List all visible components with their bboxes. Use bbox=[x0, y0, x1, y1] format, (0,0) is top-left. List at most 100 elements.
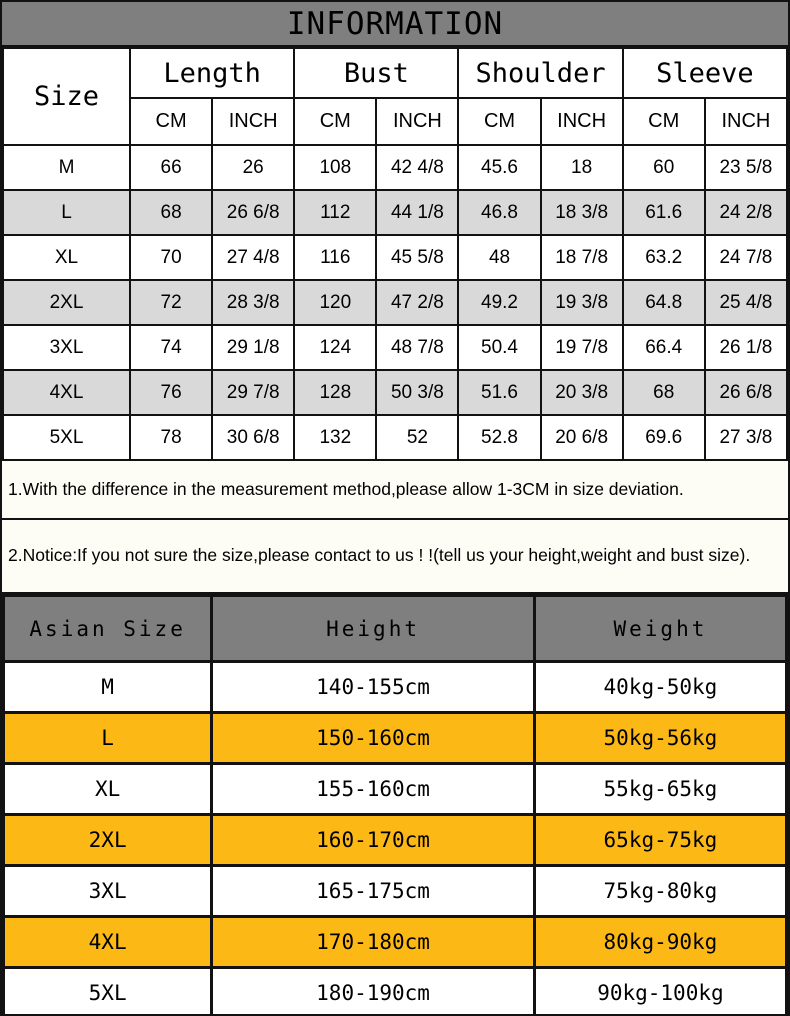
sleeve-column-header: Sleeve bbox=[621, 47, 788, 99]
shoulder-column-header: Shoulder bbox=[457, 47, 624, 99]
measurement-cell: 45 5/8 bbox=[375, 234, 460, 281]
measurement-cell: 20 6/8 bbox=[539, 414, 624, 461]
measurement-cell: 42 4/8 bbox=[375, 144, 460, 191]
measurement-cell: 63.2 bbox=[621, 234, 706, 281]
table-row: L 68 26 6/8 112 44 1/8 46.8 18 3/8 61.6 … bbox=[2, 189, 788, 236]
height-cell: 170-180cm bbox=[210, 915, 536, 969]
page-title: INFORMATION bbox=[286, 5, 504, 42]
measurement-group-header-row: Size Length Bust Shoulder Sleeve bbox=[2, 47, 788, 146]
measurement-cell: 64.8 bbox=[621, 279, 706, 326]
unit-header: INCH bbox=[703, 97, 788, 146]
measurement-cell: 51.6 bbox=[457, 369, 542, 416]
unit-header: CM bbox=[129, 97, 214, 146]
size-label-cell: XL bbox=[2, 234, 132, 281]
size-label-cell: 4XL bbox=[2, 915, 214, 969]
height-cell: 155-160cm bbox=[210, 762, 536, 816]
size-label-cell: L bbox=[2, 711, 214, 765]
measurement-cell: 28 3/8 bbox=[211, 279, 296, 326]
weight-cell: 55kg-65kg bbox=[532, 762, 788, 816]
measurement-cell: 128 bbox=[293, 369, 378, 416]
size-label-cell: 4XL bbox=[2, 369, 132, 416]
weight-column-header: Weight bbox=[532, 594, 788, 663]
measurement-cell: 76 bbox=[129, 369, 214, 416]
size-label-cell: 3XL bbox=[2, 864, 214, 918]
measurement-cell: 132 bbox=[293, 414, 378, 461]
measurement-cell: 52 bbox=[375, 414, 460, 461]
size-label-cell: M bbox=[2, 144, 132, 191]
table-row: L 150-160cm 50kg-56kg bbox=[2, 711, 788, 765]
measurement-cell: 29 1/8 bbox=[211, 324, 296, 371]
measurement-cell: 108 bbox=[293, 144, 378, 191]
height-cell: 160-170cm bbox=[210, 813, 536, 867]
measurement-cell: 45.6 bbox=[457, 144, 542, 191]
size-label-cell: XL bbox=[2, 762, 214, 816]
bust-column-header: Bust bbox=[293, 47, 460, 99]
table-row: 5XL 180-190cm 90kg-100kg bbox=[2, 966, 788, 1014]
size-label-cell: L bbox=[2, 189, 132, 236]
length-column-header: Length bbox=[129, 47, 296, 99]
size-label-cell: 5XL bbox=[2, 966, 214, 1014]
note-text: 2.Notice:If you not sure the size,please… bbox=[8, 545, 751, 566]
table-row: 5XL 78 30 6/8 132 52 52.8 20 6/8 69.6 27… bbox=[2, 414, 788, 461]
measurement-cell: 19 3/8 bbox=[539, 279, 624, 326]
note-text: 1.With the difference in the measurement… bbox=[8, 478, 684, 499]
height-weight-table: Asian Size Height Weight M 140-155cm 40k… bbox=[2, 594, 788, 1014]
weight-cell: 75kg-80kg bbox=[532, 864, 788, 918]
table-row: M 140-155cm 40kg-50kg bbox=[2, 660, 788, 714]
measurement-cell: 48 7/8 bbox=[375, 324, 460, 371]
measurement-cell: 46.8 bbox=[457, 189, 542, 236]
measurement-cell: 19 7/8 bbox=[539, 324, 624, 371]
measurement-cell: 18 bbox=[539, 144, 624, 191]
weight-cell: 80kg-90kg bbox=[532, 915, 788, 969]
measurement-cell: 72 bbox=[129, 279, 214, 326]
measurement-cell: 44 1/8 bbox=[375, 189, 460, 236]
measurement-cell: 69.6 bbox=[621, 414, 706, 461]
unit-header: INCH bbox=[375, 97, 460, 146]
measurement-cell: 49.2 bbox=[457, 279, 542, 326]
measurement-cell: 30 6/8 bbox=[211, 414, 296, 461]
unit-header: CM bbox=[293, 97, 378, 146]
measurement-cell: 23 5/8 bbox=[703, 144, 788, 191]
measurement-cell: 60 bbox=[621, 144, 706, 191]
measurement-cell: 50 3/8 bbox=[375, 369, 460, 416]
measurement-cell: 120 bbox=[293, 279, 378, 326]
measurement-cell: 25 4/8 bbox=[703, 279, 788, 326]
table-row: 3XL 165-175cm 75kg-80kg bbox=[2, 864, 788, 918]
height-cell: 180-190cm bbox=[210, 966, 536, 1014]
weight-cell: 50kg-56kg bbox=[532, 711, 788, 765]
measurement-cell: 66 bbox=[129, 144, 214, 191]
measurement-cell: 26 6/8 bbox=[703, 369, 788, 416]
measurement-cell: 68 bbox=[621, 369, 706, 416]
table-row: XL 70 27 4/8 116 45 5/8 48 18 7/8 63.2 2… bbox=[2, 234, 788, 281]
measurement-cell: 116 bbox=[293, 234, 378, 281]
size-label-cell: 5XL bbox=[2, 414, 132, 461]
table-row: 3XL 74 29 1/8 124 48 7/8 50.4 19 7/8 66.… bbox=[2, 324, 788, 371]
fit-header-row: Asian Size Height Weight bbox=[2, 594, 788, 663]
height-cell: 140-155cm bbox=[210, 660, 536, 714]
weight-cell: 40kg-50kg bbox=[532, 660, 788, 714]
measurement-cell: 48 bbox=[457, 234, 542, 281]
table-row: 4XL 170-180cm 80kg-90kg bbox=[2, 915, 788, 969]
measurement-cell: 20 3/8 bbox=[539, 369, 624, 416]
table-row: M 66 26 108 42 4/8 45.6 18 60 23 5/8 bbox=[2, 144, 788, 191]
measurement-cell: 50.4 bbox=[457, 324, 542, 371]
measurement-cell: 124 bbox=[293, 324, 378, 371]
measurement-cell: 70 bbox=[129, 234, 214, 281]
measurement-cell: 112 bbox=[293, 189, 378, 236]
unit-header: CM bbox=[621, 97, 706, 146]
size-label-cell: 2XL bbox=[2, 813, 214, 867]
measurement-cell: 29 7/8 bbox=[211, 369, 296, 416]
height-column-header: Height bbox=[210, 594, 536, 663]
measurement-cell: 26 6/8 bbox=[211, 189, 296, 236]
size-label-cell: 3XL bbox=[2, 324, 132, 371]
measurement-cell: 24 7/8 bbox=[703, 234, 788, 281]
weight-cell: 90kg-100kg bbox=[532, 966, 788, 1014]
size-label-cell: 2XL bbox=[2, 279, 132, 326]
measurement-cell: 52.8 bbox=[457, 414, 542, 461]
table-row: 4XL 76 29 7/8 128 50 3/8 51.6 20 3/8 68 … bbox=[2, 369, 788, 416]
information-title-bar: INFORMATION bbox=[2, 2, 788, 47]
asian-size-column-header: Asian Size bbox=[2, 594, 214, 663]
measurement-cell: 27 3/8 bbox=[703, 414, 788, 461]
measurement-deviation-note: 1.With the difference in the measurement… bbox=[2, 461, 788, 520]
